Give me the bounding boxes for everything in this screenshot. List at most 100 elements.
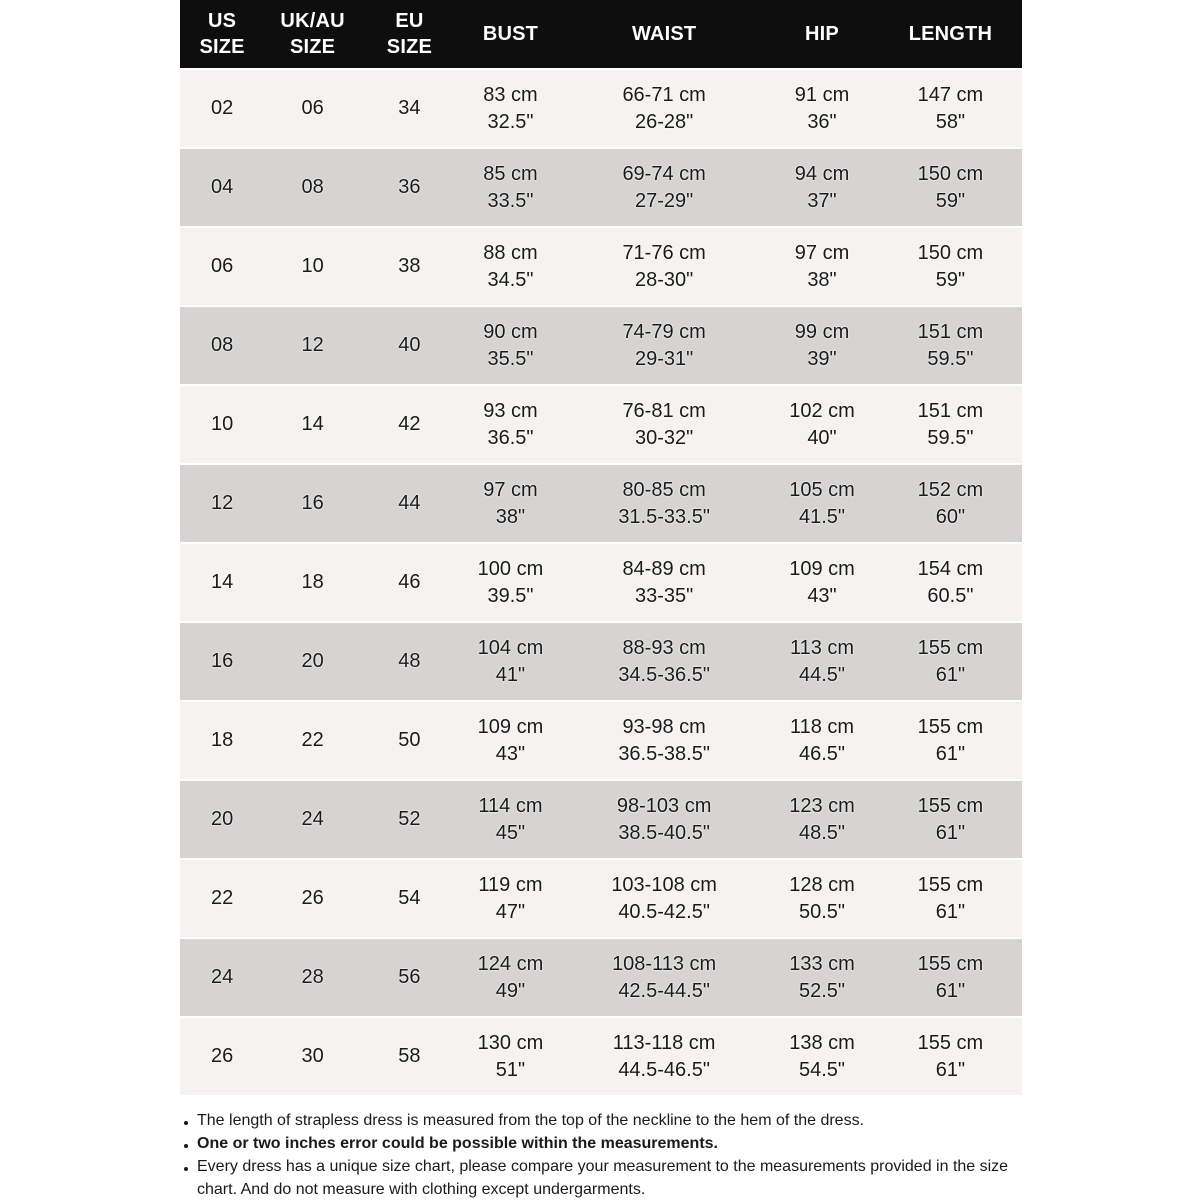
table-cell: 93-98 cm 36.5-38.5"	[563, 702, 766, 779]
table-cell: 113 cm 44.5"	[765, 623, 879, 700]
table-row: 04 08 36 85 cm 33.5" 69-74 cm 27-29" 94 cm 37…	[180, 149, 1022, 226]
table-cell: 18	[180, 702, 265, 779]
note-text: Every dress has a unique size chart, ple…	[197, 1158, 1009, 1198]
table-cell: 93 cm 36.5"	[457, 386, 564, 463]
table-cell: 108-113 cm 42.5-44.5"	[563, 939, 766, 1016]
table-cell: 138 cm 54.5"	[765, 1018, 879, 1095]
bullet-icon	[184, 1144, 188, 1148]
column-header: HIP	[765, 0, 879, 68]
table-cell: 109 cm 43"	[457, 702, 564, 779]
table-cell: 103-108 cm 40.5-42.5"	[563, 860, 766, 937]
table-cell: 130 cm 51"	[457, 1018, 564, 1095]
table-cell: 30	[264, 1018, 362, 1095]
bullet-icon	[184, 1121, 188, 1125]
column-header: US SIZE	[180, 0, 265, 68]
table-cell: 151 cm 59.5"	[878, 386, 1022, 463]
table-cell: 123 cm 48.5"	[765, 781, 879, 858]
table-cell: 48	[361, 623, 458, 700]
table-cell: 04	[180, 149, 265, 226]
table-cell: 113-118 cm 44.5-46.5"	[563, 1018, 766, 1095]
table-cell: 10	[180, 386, 265, 463]
table-cell: 26	[264, 860, 362, 937]
table-cell: 71-76 cm 28-30"	[563, 228, 766, 305]
table-cell: 154 cm 60.5"	[878, 544, 1022, 621]
table-cell: 155 cm 61"	[878, 781, 1022, 858]
table-cell: 105 cm 41.5"	[765, 465, 879, 542]
table-body: 02 06 34 83 cm 32.5" 66-71 cm 26-28" 91 cm 36…	[180, 70, 1022, 1095]
table-cell: 85 cm 33.5"	[457, 149, 564, 226]
table-cell: 08	[180, 307, 265, 384]
table-cell: 12	[180, 465, 265, 542]
table-cell: 155 cm 61"	[878, 1018, 1022, 1095]
column-header: WAIST	[563, 0, 766, 68]
table-row: 16 20 48 104 cm 41" 88-93 cm 34.5-36.5" 113 c…	[180, 623, 1022, 700]
table-cell: 12	[264, 307, 362, 384]
table-cell: 20	[180, 781, 265, 858]
table-cell: 155 cm 61"	[878, 939, 1022, 1016]
table-cell: 22	[264, 702, 362, 779]
table-row: 24 28 56 124 cm 49" 108-113 cm 42.5-44.5" 133…	[180, 939, 1022, 1016]
note-text: One or two inches error could be possibl…	[197, 1135, 718, 1152]
column-header: EU SIZE	[361, 0, 458, 68]
note-item: The length of strapless dress is measure…	[182, 1109, 1012, 1132]
table-header-row: US SIZE UK/AU SIZE EU SIZE BUST WAIST HIP LENG…	[180, 0, 1022, 68]
table-row: 20 24 52 114 cm 45" 98-103 cm 38.5-40.5" 123 …	[180, 781, 1022, 858]
table-row: 14 18 46 100 cm 39.5" 84-89 cm 33-35" 109 cm …	[180, 544, 1022, 621]
table-cell: 50	[361, 702, 458, 779]
table-row: 12 16 44 97 cm 38" 80-85 cm 31.5-33.5" 105 cm…	[180, 465, 1022, 542]
table-cell: 69-74 cm 27-29"	[563, 149, 766, 226]
table-cell: 155 cm 61"	[878, 702, 1022, 779]
table-cell: 16	[180, 623, 265, 700]
table-cell: 91 cm 36"	[765, 70, 879, 147]
table-cell: 76-81 cm 30-32"	[563, 386, 766, 463]
table-cell: 83 cm 32.5"	[457, 70, 564, 147]
table-cell: 24	[180, 939, 265, 1016]
note-item: Every dress has a unique size chart, ple…	[182, 1155, 1012, 1200]
table-cell: 14	[180, 544, 265, 621]
table-cell: 84-89 cm 33-35"	[563, 544, 766, 621]
column-header: BUST	[457, 0, 564, 68]
table-cell: 98-103 cm 38.5-40.5"	[563, 781, 766, 858]
table-cell: 66-71 cm 26-28"	[563, 70, 766, 147]
table-cell: 34	[361, 70, 458, 147]
table-cell: 97 cm 38"	[765, 228, 879, 305]
table-cell: 119 cm 47"	[457, 860, 564, 937]
table-cell: 104 cm 41"	[457, 623, 564, 700]
table-row: 10 14 42 93 cm 36.5" 76-81 cm 30-32" 102 cm 4…	[180, 386, 1022, 463]
table-cell: 133 cm 52.5"	[765, 939, 879, 1016]
table-cell: 10	[264, 228, 362, 305]
note-item: One or two inches error could be possibl…	[182, 1132, 1012, 1155]
table-row: 02 06 34 83 cm 32.5" 66-71 cm 26-28" 91 cm 36…	[180, 70, 1022, 147]
table-cell: 46	[361, 544, 458, 621]
column-header: LENGTH	[878, 0, 1022, 68]
table-cell: 150 cm 59"	[878, 149, 1022, 226]
table-cell: 24	[264, 781, 362, 858]
table-cell: 58	[361, 1018, 458, 1095]
table-cell: 02	[180, 70, 265, 147]
table-row: 08 12 40 90 cm 35.5" 74-79 cm 29-31" 99 cm 39…	[180, 307, 1022, 384]
notes-list: The length of strapless dress is measure…	[182, 1109, 1012, 1200]
table-cell: 80-85 cm 31.5-33.5"	[563, 465, 766, 542]
note-text: The length of strapless dress is measure…	[197, 1112, 865, 1129]
table-cell: 155 cm 61"	[878, 623, 1022, 700]
table-cell: 20	[264, 623, 362, 700]
table-cell: 08	[264, 149, 362, 226]
table-cell: 06	[180, 228, 265, 305]
table-cell: 102 cm 40"	[765, 386, 879, 463]
table-row: 22 26 54 119 cm 47" 103-108 cm 40.5-42.5" 128…	[180, 860, 1022, 937]
table-cell: 36	[361, 149, 458, 226]
table-cell: 155 cm 61"	[878, 860, 1022, 937]
table-cell: 38	[361, 228, 458, 305]
column-header: UK/AU SIZE	[264, 0, 362, 68]
table-cell: 26	[180, 1018, 265, 1095]
table-row: 06 10 38 88 cm 34.5" 71-76 cm 28-30" 97 cm 38…	[180, 228, 1022, 305]
table-cell: 40	[361, 307, 458, 384]
table-cell: 94 cm 37"	[765, 149, 879, 226]
table-cell: 44	[361, 465, 458, 542]
table-cell: 06	[264, 70, 362, 147]
table-cell: 28	[264, 939, 362, 1016]
table-cell: 56	[361, 939, 458, 1016]
table-cell: 52	[361, 781, 458, 858]
table-cell: 54	[361, 860, 458, 937]
table-cell: 99 cm 39"	[765, 307, 879, 384]
